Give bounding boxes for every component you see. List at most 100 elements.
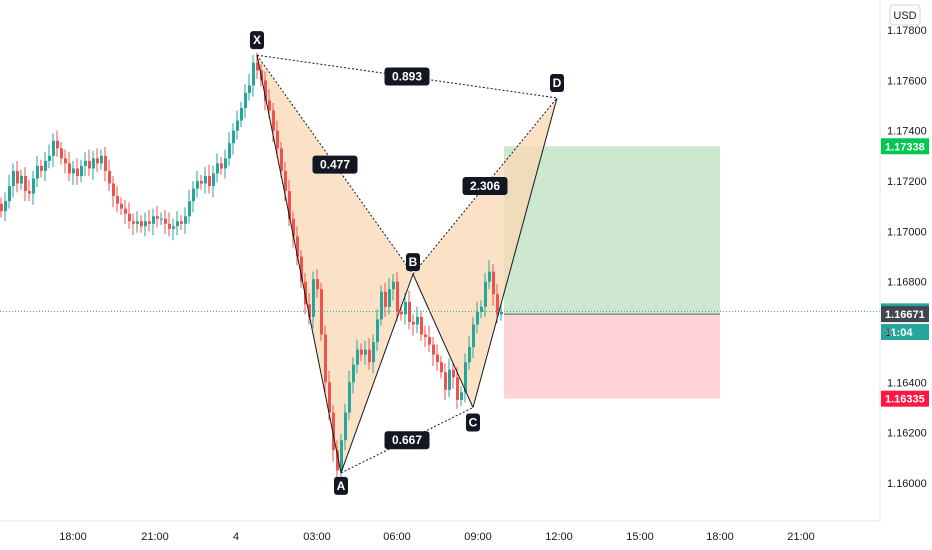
candle-down: [264, 80, 267, 101]
time-axis[interactable]: 18:00 21:00 4 03:00 06:00 09:00 12:00 15:00 18:0…: [0, 520, 880, 550]
candle-down: [284, 170, 287, 192]
price-tick-label: 1.17800: [887, 25, 927, 37]
candle-up: [464, 362, 467, 393]
candle-up: [44, 160, 47, 171]
candle-down: [0, 203, 3, 212]
ratio-label-xb[interactable]: 0.477: [312, 155, 358, 174]
point-label-x[interactable]: X: [250, 31, 264, 50]
candle-up: [248, 85, 251, 93]
candle-up: [184, 216, 187, 224]
candle-up: [416, 316, 419, 325]
candle-down: [396, 281, 399, 312]
candle-down: [452, 369, 455, 378]
ratio-label-text: 0.667: [392, 433, 422, 447]
price-tick-label: 1.17400: [887, 126, 927, 138]
candle-up: [376, 319, 379, 343]
price-tick-label: 1.16400: [887, 377, 927, 389]
candle-up: [476, 311, 479, 325]
point-label-b[interactable]: B: [406, 253, 420, 272]
candle-down: [68, 163, 71, 174]
candle-up: [188, 201, 191, 217]
candle-up: [20, 175, 23, 184]
xab-triangle: [257, 55, 413, 473]
candle-up: [4, 201, 7, 212]
point-label-c[interactable]: C: [466, 413, 480, 432]
candle-down: [384, 291, 387, 307]
point-label-a[interactable]: A: [334, 476, 348, 495]
candle-up: [340, 440, 343, 471]
candle-down: [428, 337, 431, 345]
candle-down: [400, 311, 403, 315]
candle-up: [216, 163, 219, 174]
target-zone[interactable]: [504, 146, 720, 315]
candle-down: [328, 382, 331, 413]
candle-down: [436, 354, 439, 363]
candle-down: [412, 321, 415, 325]
candle-up: [228, 143, 231, 159]
position-tool[interactable]: [504, 146, 720, 399]
candle-down: [300, 256, 303, 282]
candle-up: [52, 140, 55, 156]
candle-down: [456, 377, 459, 400]
candle-up: [160, 218, 163, 220]
target-price-badge-text: 1.17338: [885, 141, 925, 153]
ratio-label-ac[interactable]: 0.667: [384, 431, 430, 450]
candle-up: [224, 158, 227, 169]
currency-button[interactable]: USD: [889, 4, 921, 26]
candle-up: [468, 347, 471, 363]
candle-up: [196, 181, 199, 189]
candle-up: [136, 221, 139, 224]
candle-down: [256, 62, 259, 71]
ratio-label-xd[interactable]: 0.893: [384, 67, 430, 86]
price-tick-label: 1.17600: [887, 75, 927, 87]
time-tick-label: 21:00: [141, 531, 169, 543]
candle-up: [152, 216, 155, 224]
candle-down: [88, 160, 91, 169]
candle-down: [164, 218, 167, 224]
currency-label: USD: [893, 10, 916, 22]
candles: [0, 52, 503, 480]
candle-up: [12, 170, 15, 187]
candle-down: [24, 175, 27, 192]
entry-price-badge-text: 1.16671: [885, 309, 925, 321]
candle-up: [204, 175, 207, 184]
ratio-label-bd[interactable]: 2.306: [462, 177, 508, 196]
candle-up: [480, 306, 483, 312]
candle-up: [176, 221, 179, 227]
candle-down: [96, 158, 99, 164]
candle-down: [128, 213, 131, 222]
harmonic-pattern-labels[interactable]: X A B C D 0.893 0.477 2.306 0.667: [250, 31, 564, 495]
candle-up: [484, 281, 487, 307]
candle-down: [320, 289, 323, 335]
candle-down: [276, 130, 279, 149]
time-tick-label: 03:00: [303, 531, 331, 543]
candle-up: [372, 342, 375, 363]
point-label-d[interactable]: D: [550, 73, 564, 92]
candle-up: [244, 92, 247, 109]
countdown-badge-text: 11:04: [885, 327, 913, 339]
candle-up: [344, 412, 347, 441]
candle-up: [488, 271, 491, 282]
candle-down: [56, 140, 59, 149]
point-label-text: C: [469, 416, 478, 430]
candle-up: [8, 186, 11, 202]
countdown-badge: 11:04: [881, 324, 929, 340]
stop-zone[interactable]: [504, 314, 720, 399]
candle-down: [432, 344, 435, 355]
candle-down: [296, 236, 299, 257]
candle-up: [348, 382, 351, 413]
leg-xa: [256, 55, 342, 474]
candle-up: [448, 369, 451, 390]
candle-down: [408, 301, 411, 322]
candle-down: [292, 218, 295, 237]
candle-up: [312, 279, 315, 317]
candle-down: [268, 100, 271, 111]
candle-down: [440, 362, 443, 373]
candle-down: [200, 181, 203, 184]
candle-up: [460, 392, 463, 400]
entry-price-badge: 1.16671: [881, 306, 929, 323]
candle-up: [352, 364, 355, 383]
price-axis[interactable]: USD 1.17800 1.17600 1.17400 1.17200 1.17000 1.…: [879, 0, 932, 550]
candle-down: [272, 110, 275, 131]
